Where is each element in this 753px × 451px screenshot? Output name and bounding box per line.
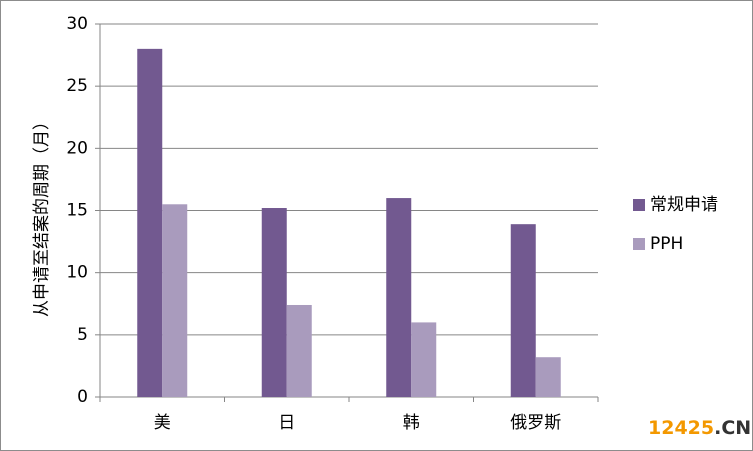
x-tick-label: 日 [278, 413, 295, 433]
legend-swatch [633, 238, 645, 250]
y-tick-label: 25 [66, 76, 88, 96]
watermark: 12425.CN [648, 417, 751, 439]
y-tick-label: 20 [66, 138, 88, 158]
legend-label: 常规申请 [650, 195, 718, 215]
bar [137, 48, 163, 397]
y-tick-label: 0 [77, 387, 88, 407]
bar [411, 322, 437, 397]
bar [162, 204, 188, 397]
x-tick-label: 俄罗斯 [510, 413, 561, 433]
legend-swatch [633, 199, 645, 211]
x-tick-label: 韩 [403, 413, 420, 433]
bar [286, 304, 312, 397]
bar [510, 224, 536, 397]
y-axis-title: 从申请至结案的周期（月） [32, 113, 52, 317]
watermark-number: 12425 [648, 417, 714, 439]
bar [535, 357, 561, 397]
watermark-domain: .CN [714, 417, 751, 439]
y-tick-label: 30 [66, 14, 88, 34]
y-tick-label: 10 [66, 263, 88, 283]
bar [386, 198, 412, 397]
legend-label: PPH [650, 234, 683, 254]
bar [261, 208, 287, 397]
x-tick-label: 美 [154, 413, 171, 433]
y-tick-label: 5 [77, 325, 88, 345]
y-tick-label: 15 [66, 201, 88, 221]
